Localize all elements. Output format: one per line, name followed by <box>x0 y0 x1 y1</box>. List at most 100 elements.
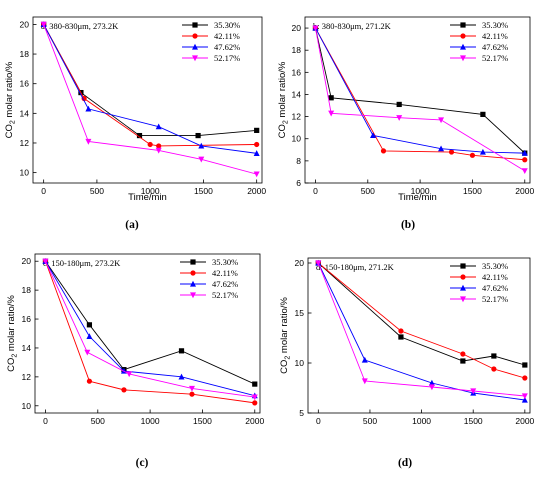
data-point <box>147 141 153 148</box>
legend-marker <box>192 33 198 39</box>
x-tick-label: 2000 <box>245 416 264 426</box>
y-tick-label: 16 <box>20 79 30 89</box>
y-axis-label: CO2 molar ratio/% <box>4 61 17 138</box>
data-point <box>81 95 87 102</box>
legend-marker <box>192 43 198 50</box>
data-point <box>155 123 162 130</box>
x-tick-label: 0 <box>43 416 48 426</box>
data-point <box>380 148 387 154</box>
x-tick-label: 1500 <box>193 416 212 426</box>
data-point <box>522 362 528 368</box>
data-point <box>328 110 335 117</box>
y-tick-label: 12 <box>292 112 302 122</box>
x-tick-label: 500 <box>363 416 377 426</box>
x-tick-label: 1500 <box>194 186 213 196</box>
plot-frame <box>32 16 263 184</box>
data-point <box>460 358 466 364</box>
y-tick-label: 12 <box>20 138 30 148</box>
data-point <box>85 105 92 112</box>
data-point <box>479 148 486 155</box>
data-point <box>361 378 368 385</box>
data-point <box>491 366 497 372</box>
data-point <box>178 373 185 380</box>
panel-title: d: 150-180μm, 271.2K <box>316 262 395 272</box>
data-point <box>521 393 528 400</box>
x-tick-label: 1500 <box>464 416 483 426</box>
y-tick-label: 10 <box>22 401 32 411</box>
x-tick-label: 500 <box>90 186 104 196</box>
data-point <box>84 349 91 356</box>
x-tick-label: 1000 <box>412 416 431 426</box>
x-tick-label: 2000 <box>515 416 534 426</box>
y-tick-label: 20 <box>292 23 302 33</box>
x-axis-label: Time/min <box>128 192 167 203</box>
data-point <box>312 25 319 32</box>
y-tick-label: 20 <box>22 256 32 266</box>
data-point <box>86 333 93 339</box>
legend-marker <box>192 22 198 28</box>
data-point <box>521 396 528 403</box>
data-point <box>480 111 486 117</box>
data-point <box>253 150 260 156</box>
y-tick-label: 16 <box>292 67 302 77</box>
legend-label: 47.62% <box>212 279 238 289</box>
y-axis-label: CO2 molar ratio/% <box>279 297 292 374</box>
data-point <box>251 394 258 401</box>
chart-panel-a: 0 500 1000 1500 2000 10 12 14 16 18 20 CO2 molar ra… <box>4 16 266 231</box>
y-tick-label: 12 <box>22 372 32 382</box>
data-point <box>396 101 402 108</box>
data-point <box>448 149 455 155</box>
panel-letter: (d) <box>398 457 412 469</box>
data-point <box>328 95 334 101</box>
data-point <box>86 322 93 328</box>
legend-label: 42.11% <box>212 268 238 278</box>
data-point <box>254 141 260 148</box>
legend-marker <box>460 263 466 269</box>
data-point <box>188 385 195 392</box>
data-point <box>121 387 127 393</box>
x-tick-label: 1000 <box>141 186 160 196</box>
data-point <box>252 381 258 387</box>
x-tick-label: 2000 <box>515 186 534 196</box>
y-tick-label: 18 <box>292 45 302 55</box>
x-axis-label: Time/min <box>398 192 437 203</box>
legend-marker <box>460 284 466 291</box>
legend-label: 35.30% <box>214 20 240 30</box>
data-point <box>85 138 92 145</box>
y-tick-label: 8 <box>296 156 301 166</box>
data-point <box>521 149 528 156</box>
panel-letter: (b) <box>401 219 415 231</box>
plot-frame <box>34 253 261 414</box>
data-point <box>521 168 528 175</box>
y-tick-label: 14 <box>292 89 302 99</box>
data-point <box>189 391 195 397</box>
legend-marker <box>460 33 466 39</box>
data-point <box>253 171 260 178</box>
x-tick-label: 0 <box>316 416 321 426</box>
y-tick-label: 5 <box>299 408 304 418</box>
legend-label: 47.62% <box>482 283 508 293</box>
data-point <box>396 115 403 121</box>
data-point <box>522 157 528 163</box>
chart-panel-d: 0 500 1000 1500 2000 5 10 15 20 CO2 molar ratio/%… <box>279 257 535 469</box>
data-point <box>361 356 368 363</box>
x-tick-label: 1500 <box>463 186 482 196</box>
plot-frame <box>304 16 531 184</box>
data-point <box>136 132 143 139</box>
data-point <box>40 21 47 28</box>
legend-label: 47.62% <box>214 42 240 52</box>
y-tick-label: 18 <box>20 49 30 59</box>
y-tick-label: 14 <box>20 108 30 118</box>
legend-marker <box>460 296 466 303</box>
legend-label: 35.30% <box>212 257 238 267</box>
data-point <box>370 132 377 139</box>
chart-panel-c: 0 500 1000 1500 2000 10 12 14 16 18 20 CO2 molar ra… <box>6 253 264 469</box>
data-point <box>156 143 162 149</box>
data-point <box>42 258 49 265</box>
data-point <box>428 379 435 386</box>
data-point <box>438 145 445 152</box>
legend-marker <box>460 43 466 50</box>
x-tick-label: 500 <box>361 186 375 196</box>
y-tick-label: 16 <box>22 314 32 324</box>
legend-marker <box>460 55 466 62</box>
